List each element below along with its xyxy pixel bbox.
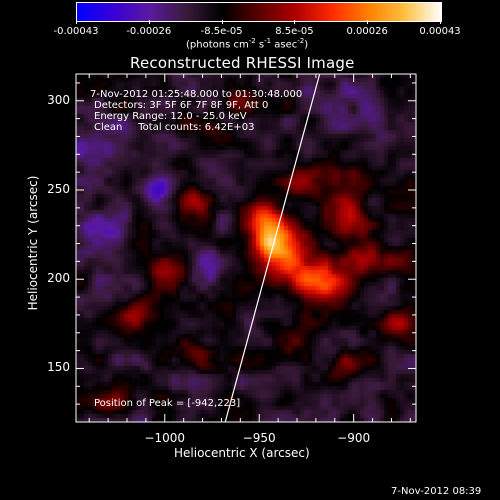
peak-position-text: Position of Peak = [-942,223] (94, 398, 241, 409)
colorbar-tick-mark (76, 20, 77, 24)
colorbar-tick-label: -8.5e-05 (200, 26, 243, 37)
timestamp: 7-Nov-2012 08:39 (391, 486, 482, 497)
colorbar-tick-mark (294, 20, 296, 24)
colorbar-units: (photons cm-2 s-1 asec-2) (186, 37, 309, 51)
colorbar-tick-mark (148, 20, 150, 24)
x-axis-label: Heliocentric X (arcsec) (174, 446, 310, 460)
x-tick-label: −950 (242, 431, 276, 445)
y-tick-label: 250 (47, 182, 70, 196)
colorbar-tick-label: 0.00043 (419, 26, 461, 37)
colorbar-tick-mark (440, 20, 441, 24)
energy-range-text: Energy Range: 12.0 - 25.0 keV (94, 111, 247, 122)
plot-title: Reconstructed RHESSI Image (130, 54, 355, 72)
colorbar-tick-label: 8.5e-05 (275, 26, 314, 37)
colorbar-tick-label: -0.00043 (53, 26, 99, 37)
y-tick-label: 150 (47, 360, 70, 375)
y-tick-label: 200 (47, 271, 70, 286)
x-tick-label: −1000 (144, 431, 186, 445)
time-range-text: 7-Nov-2012 01:25:48.000 to 01:30:48.000 (90, 89, 303, 100)
colorbar-tick-label: -0.00026 (126, 26, 172, 37)
x-tick-label: −900 (337, 431, 371, 445)
clean-counts-text: Clean Total counts: 6.42E+03 (94, 122, 255, 133)
colorbar-tick-mark (221, 20, 223, 24)
y-axis-label: Heliocentric Y (arcsec) (26, 175, 40, 311)
colorbar (76, 2, 442, 22)
detectors-text: Detectors: 3F 5F 6F 7F 8F 9F, Att 0 (94, 100, 269, 111)
colorbar-tick-label: 0.00026 (346, 26, 388, 37)
colorbar-tick-mark (367, 20, 369, 24)
y-tick-label: 300 (47, 92, 70, 107)
